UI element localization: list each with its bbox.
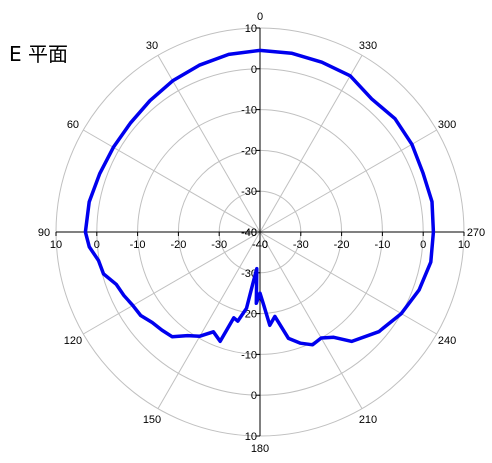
radial-tick-label: -20 — [334, 239, 350, 251]
radial-tick-label: 10 — [50, 239, 62, 251]
radial-tick-label: 0 — [251, 64, 257, 76]
grid-spoke — [259, 129, 437, 233]
grid-spoke — [157, 231, 261, 409]
pattern-trace — [83, 48, 436, 347]
grid-spoke — [259, 55, 363, 233]
radial-tick-label: 10 — [245, 431, 257, 443]
radial-tick-label: -20 — [170, 239, 186, 251]
radial-tick-label: 10 — [458, 239, 470, 251]
radial-tick-label: -10 — [241, 349, 257, 361]
radial-tick-label: -40 — [241, 227, 257, 239]
grid-spoke — [259, 231, 363, 409]
radial-tick-label: -10 — [374, 239, 390, 251]
angle-label: 210 — [359, 414, 377, 426]
angle-label: 330 — [359, 40, 377, 52]
angle-label: 0 — [257, 11, 263, 23]
angle-label: 120 — [64, 335, 82, 347]
chart-title: E 平面 — [9, 42, 68, 66]
radial-tick-label: -40 — [241, 227, 257, 239]
angle-label: 60 — [67, 119, 79, 131]
angle-label: 300 — [438, 119, 456, 131]
grid-spoke — [83, 129, 261, 233]
radial-tick-label: -30 — [241, 186, 257, 198]
angle-label: 150 — [143, 414, 161, 426]
radial-tick-label: -10 — [241, 105, 257, 117]
grid-spoke — [259, 231, 437, 335]
radial-tick-label: 0 — [94, 239, 100, 251]
grid-spoke — [157, 55, 261, 233]
polar-grid — [55, 27, 465, 437]
radial-tick-label: 10 — [245, 23, 257, 35]
grid-spoke — [83, 231, 261, 335]
angle-label: 240 — [438, 335, 456, 347]
angle-label: 180 — [251, 443, 269, 455]
radial-tick-label: 0 — [251, 390, 257, 402]
radial-tick-label: -40 — [252, 239, 268, 251]
radial-tick-label: 0 — [420, 239, 426, 251]
radial-tick-label: -30 — [293, 239, 309, 251]
radial-tick-label: -10 — [130, 239, 146, 251]
pattern-trace-layer — [83, 48, 436, 347]
radial-tick-label: -30 — [211, 239, 227, 251]
radial-tick-label: -20 — [241, 145, 257, 157]
angle-label: 270 — [467, 227, 485, 239]
angle-label: 90 — [38, 227, 50, 239]
radial-tick-label: -40 — [252, 239, 268, 251]
angle-label: 30 — [146, 40, 158, 52]
